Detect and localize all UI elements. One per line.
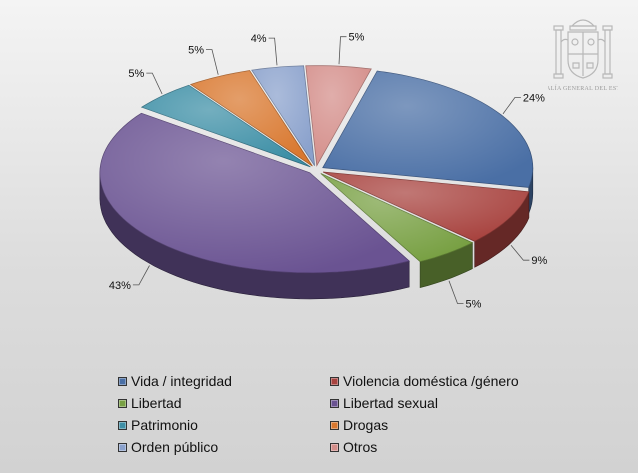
- data-label: 5%: [466, 299, 482, 311]
- leader-line: [206, 49, 219, 75]
- legend-swatch: [118, 398, 127, 408]
- pie-slice-highlight: [322, 71, 533, 188]
- data-label: 5%: [128, 68, 144, 80]
- legend-swatch: [118, 376, 127, 386]
- legend-label: Violencia doméstica /género: [343, 373, 519, 389]
- legend-item: Drogas: [330, 416, 550, 434]
- legend-label: Vida / integridad: [131, 373, 232, 389]
- pie-top-layer: [99, 65, 534, 274]
- legend-label: Drogas: [343, 417, 389, 433]
- leader-line: [510, 245, 530, 261]
- leader-line: [502, 97, 521, 115]
- legend-label: Orden público: [131, 439, 219, 455]
- pie-slice-highlight: [305, 65, 372, 166]
- data-label: 5%: [188, 45, 204, 57]
- legend-swatch: [330, 420, 339, 430]
- legend-item: Orden público: [118, 438, 330, 456]
- leader-line: [338, 36, 347, 65]
- leader-line: [146, 72, 163, 95]
- pie-slice-highlight: [99, 113, 410, 273]
- data-label: 5%: [349, 32, 365, 44]
- data-label: 9%: [531, 255, 547, 267]
- legend-swatch: [330, 442, 339, 452]
- legend-item: Libertad: [118, 394, 330, 412]
- logo-caption: FISCALÍA GENERAL DEL ESTADO: [548, 84, 618, 92]
- pie-slice-highlight: [141, 85, 311, 167]
- legend-swatch: [118, 442, 127, 452]
- chart-legend: Vida / integridad Violencia doméstica /gé…: [118, 372, 550, 456]
- leader-line: [268, 37, 278, 66]
- legend-label: Otros: [343, 439, 378, 455]
- fiscalia-logo: FISCALÍA GENERAL DEL ESTADO: [532, 8, 634, 103]
- pie-label-layer: 24% 9% 5% 43% 5% 5% 4% 5%: [109, 32, 548, 311]
- legend-label: Patrimonio: [131, 417, 198, 433]
- leader-line: [448, 280, 464, 304]
- legend-item: Otros: [330, 438, 550, 456]
- data-label: 4%: [251, 33, 267, 45]
- data-label: 24%: [523, 93, 545, 105]
- pie-slice-highlight: [323, 172, 529, 242]
- legend-label: Libertad: [131, 395, 182, 411]
- data-label: 43%: [109, 280, 131, 292]
- pie-slice-highlight: [251, 65, 315, 166]
- legend-label: Libertad sexual: [343, 395, 438, 411]
- legend-item: Libertad sexual: [330, 394, 550, 412]
- pie-slice-highlight: [190, 70, 313, 167]
- legend-swatch: [330, 398, 339, 408]
- legend-item: Violencia doméstica /género: [330, 372, 550, 390]
- pie-slice-highlight: [320, 173, 473, 262]
- legend-item: Vida / integridad: [118, 372, 330, 390]
- legend-swatch: [118, 420, 127, 430]
- legend-swatch: [330, 376, 339, 386]
- leader-line: [132, 265, 150, 286]
- legend-item: Patrimonio: [118, 416, 330, 434]
